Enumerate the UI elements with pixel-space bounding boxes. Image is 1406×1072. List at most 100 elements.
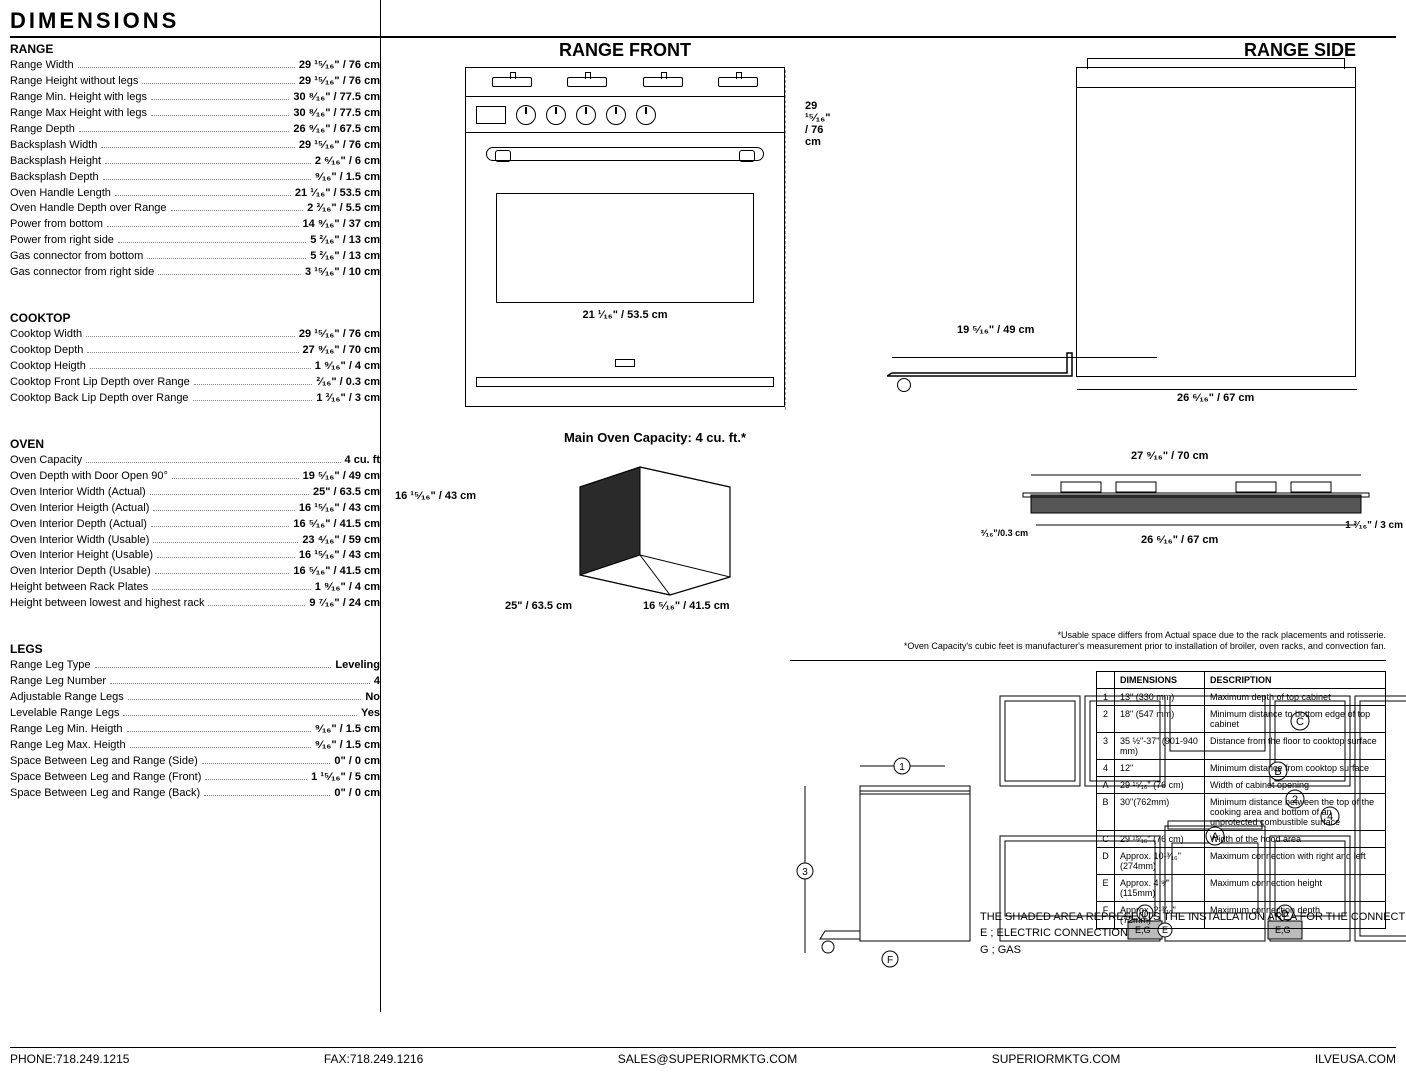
dim-cap-d: 16 ⁵⁄₁₆" / 41.5 cm: [643, 600, 730, 612]
spec-row: Oven Interior Width (Actual) 25" / 63.5 c…: [10, 485, 380, 501]
spec-value: 16 ¹⁵⁄₁₆" / 43 cm: [299, 501, 380, 517]
spec-label: Cooktop Front Lip Depth over Range: [10, 375, 190, 391]
spec-rows-oven: Oven Capacity4 cu. ftOven Depth with Doo…: [10, 453, 380, 612]
th-dim: DIMENSIONS: [1115, 672, 1205, 689]
footnote-2: *Oven Capacity's cubic feet is manufactu…: [904, 641, 1386, 652]
spec-row: Oven Handle Depth over Range2 ³⁄₁₆" / 5.…: [10, 201, 380, 217]
spec-label: Range Leg Number: [10, 674, 106, 690]
table-row: B30"(762mm)Minimum distance between the …: [1097, 794, 1386, 831]
spec-value: 29 ¹⁵⁄₁₆" / 76 cm: [299, 327, 380, 343]
footnote-1: *Usable space differs from Actual space …: [904, 630, 1386, 641]
spec-value: 21 ¹⁄₁₆" / 53.5 cm: [295, 186, 380, 202]
spec-value: 30 ⁸⁄₁₆" / 77.5 cm: [293, 106, 380, 122]
spec-row: Cooktop Width29 ¹⁵⁄₁₆" / 76 cm: [10, 327, 380, 343]
spec-value: ⁹⁄₁₆" / 1.5 cm: [315, 738, 380, 754]
svg-text:3: 3: [802, 867, 808, 878]
spec-label: Oven Interior Width (Actual): [10, 485, 146, 501]
spec-row: Levelable Range LegsYes: [10, 706, 380, 722]
spec-label: Range Leg Max. Heigth: [10, 738, 126, 754]
spec-row: Height between Rack Plates1 ⁹⁄₁₆" / 4 cm: [10, 580, 380, 596]
install-table-body: 113" (330 mm)Maximum depth of top cabine…: [1097, 689, 1386, 929]
footer-email: SALES@SUPERIORMKTG.COM: [618, 1052, 798, 1066]
spec-value: 25" / 63.5 cm: [313, 485, 380, 501]
spec-section-oven: OVEN Oven Capacity4 cu. ftOven Depth wit…: [10, 437, 380, 612]
dim-ctop-bot: 26 ⁶⁄₁₆" / 67 cm: [1141, 534, 1218, 546]
spec-row: Range Leg Max. Heigth ⁹⁄₁₆" / 1.5 cm: [10, 738, 380, 754]
diagrams-area: RANGE FRONT 21 ¹⁄₁₆" / 53.5 cm: [395, 40, 1396, 1012]
spec-value: 26 ⁹⁄₁₆" / 67.5 cm: [293, 122, 380, 138]
footnotes: *Usable space differs from Actual space …: [904, 630, 1386, 652]
spec-label: Oven Interior Depth (Actual): [10, 517, 147, 533]
dim-side-depth: 26 ⁶⁄₁₆" / 67 cm: [1177, 392, 1254, 404]
table-row: A29 ¹⁵⁄₁₆" (76 cm)Width of cabinet openi…: [1097, 777, 1386, 794]
spec-row: Range Depth26 ⁹⁄₁₆" / 67.5 cm: [10, 122, 380, 138]
spec-value: 19 ⁵⁄₁₆" / 49 cm: [303, 469, 380, 485]
spec-row: Power from right side5 ²⁄₁₆" / 13 cm: [10, 233, 380, 249]
install-note-3: G ; GAS: [980, 942, 1406, 959]
spec-heading: COOKTOP: [10, 311, 380, 325]
footer-site2: ILVEUSA.COM: [1315, 1052, 1396, 1066]
dim-cap-h: 16 ¹⁵⁄₁₆" / 43 cm: [395, 490, 476, 502]
spec-label: Backsplash Height: [10, 154, 101, 170]
spec-value: 29 ¹⁵⁄₁₆" / 76 cm: [299, 138, 380, 154]
spec-label: Range Width: [10, 58, 74, 74]
table-row: FApprox. 2¹³⁄₁₆" (72mm)Maximum connectio…: [1097, 902, 1386, 929]
spec-row: Oven Capacity4 cu. ft: [10, 453, 380, 469]
spec-row: Oven Interior Depth (Usable)16 ⁵⁄₁₆" / 4…: [10, 564, 380, 580]
dim-handle: 21 ¹⁄₁₆" / 53.5 cm: [582, 309, 667, 321]
oven-capacity-diagram: Main Oven Capacity: 4 cu. ft.*: [455, 430, 855, 597]
spec-row: Space Between Leg and Range (Back)0" / 0…: [10, 786, 380, 802]
spec-row: Backsplash Width29 ¹⁵⁄₁₆" / 76 cm: [10, 138, 380, 154]
spec-row: Height between lowest and highest rack9 …: [10, 596, 380, 612]
spec-row: Oven Handle Length 21 ¹⁄₁₆" / 53.5 cm: [10, 186, 380, 202]
spec-value: 16 ¹⁵⁄₁₆" / 43 cm: [299, 548, 380, 564]
spec-row: Power from bottom14 ⁹⁄₁₆" / 37 cm: [10, 217, 380, 233]
range-side-diagram: RANGE SIDE 19 ⁵⁄₁₆" / 49 cm 26 ⁶⁄₁₆" / 6…: [996, 40, 1396, 377]
spec-value: 14 ⁹⁄₁₆" / 37 cm: [303, 217, 380, 233]
dim-side-door: 19 ⁵⁄₁₆" / 49 cm: [957, 324, 1034, 336]
spec-label: Gas connector from bottom: [10, 249, 143, 265]
spec-row: Oven Depth with Door Open 90° 19 ⁵⁄₁₆" / …: [10, 469, 380, 485]
spec-value: 9 ⁷⁄₁₆" / 24 cm: [309, 596, 380, 612]
table-row: 412"Minimum distance from cooktop surfac…: [1097, 760, 1386, 777]
spec-value: 0" / 0 cm: [334, 754, 380, 770]
dim-height: 29 ¹⁵⁄₁₆" / 76 cm: [805, 100, 830, 148]
spec-label: Backsplash Depth: [10, 170, 99, 186]
spec-value: 0" / 0 cm: [334, 786, 380, 802]
svg-text:F: F: [887, 955, 893, 966]
spec-value: 5 ²⁄₁₆" / 13 cm: [310, 233, 380, 249]
diagram-title-capacity: Main Oven Capacity: 4 cu. ft.*: [455, 430, 855, 445]
spec-label: Oven Interior Depth (Usable): [10, 564, 151, 580]
dim-cap-w: 25" / 63.5 cm: [505, 600, 572, 612]
spec-label: Oven Handle Length: [10, 186, 111, 202]
spec-heading: OVEN: [10, 437, 380, 451]
table-row: DApprox. 10¹³⁄₁₆" (274mm)Maximum connect…: [1097, 848, 1386, 875]
install-section: 3 1 F: [790, 660, 1386, 976]
spec-row: Backsplash Depth ⁹⁄₁₆" / 1.5 cm: [10, 170, 380, 186]
spec-row: Gas connector from right side3 ¹⁵⁄₁₆" / …: [10, 265, 380, 281]
spec-rows-range: Range Width 29 ¹⁵⁄₁₆" / 76 cm Range Height…: [10, 58, 380, 281]
dim-ctop-left: ²⁄₁₆"/0.3 cm: [981, 528, 1028, 538]
th-blank: [1097, 672, 1115, 689]
footer-phone: PHONE:718.249.1215: [10, 1052, 129, 1066]
spec-value: ⁹⁄₁₆" / 1.5 cm: [315, 170, 380, 186]
spec-row: Oven Interior Heigth (Actual)16 ¹⁵⁄₁₆" /…: [10, 501, 380, 517]
table-row: C29 ¹⁵⁄₁₆" (76 cm)Width of the hood area: [1097, 831, 1386, 848]
spec-value: 23 ⁴⁄₁₆" / 59 cm: [302, 533, 380, 549]
spec-label: Cooktop Back Lip Depth over Range: [10, 391, 189, 407]
spec-row: Backsplash Height2 ⁶⁄₁₆" / 6 cm: [10, 154, 380, 170]
spec-label: Space Between Leg and Range (Side): [10, 754, 198, 770]
footer-fax: FAX:718.249.1216: [324, 1052, 423, 1066]
spec-value: 1 ⁹⁄₁₆" / 4 cm: [315, 359, 380, 375]
spec-label: Oven Depth with Door Open 90°: [10, 469, 168, 485]
spec-label: Oven Interior Height (Usable): [10, 548, 153, 564]
spec-row: Cooktop Front Lip Depth over Range²⁄₁₆" …: [10, 375, 380, 391]
spec-value: No: [365, 690, 380, 706]
spec-row: Range Height without legs29 ¹⁵⁄₁₆" / 76 …: [10, 74, 380, 90]
spec-row: Gas connector from bottom5 ²⁄₁₆" / 13 cm: [10, 249, 380, 265]
spec-label: Oven Handle Depth over Range: [10, 201, 167, 217]
spec-label: Oven Capacity: [10, 453, 82, 469]
spec-label: Gas connector from right side: [10, 265, 154, 281]
table-row: EApprox. 4 ⁹⁄" (115mm)Maximum connection…: [1097, 875, 1386, 902]
spec-label: Range Leg Type: [10, 658, 91, 674]
